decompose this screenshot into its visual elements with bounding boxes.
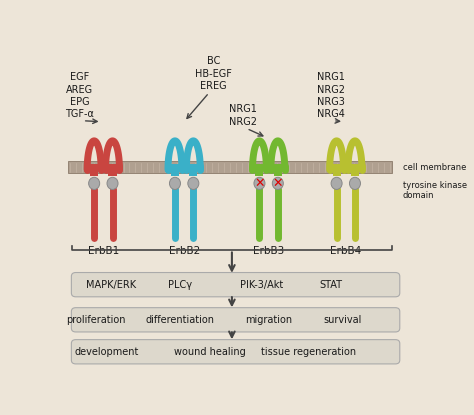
Text: ErbB4: ErbB4 — [330, 247, 361, 256]
Ellipse shape — [89, 177, 100, 189]
Text: MAPK/ERK: MAPK/ERK — [86, 280, 136, 290]
Bar — [351, 164, 359, 176]
Bar — [90, 164, 98, 176]
Text: survival: survival — [323, 315, 361, 325]
Text: BC
HB-EGF
EREG: BC HB-EGF EREG — [195, 56, 232, 91]
Text: EGF
AREG
EPG
TGF-α: EGF AREG EPG TGF-α — [65, 72, 94, 120]
Ellipse shape — [349, 177, 360, 189]
Bar — [274, 164, 282, 176]
Ellipse shape — [254, 177, 265, 189]
Ellipse shape — [188, 177, 199, 189]
Ellipse shape — [331, 177, 342, 189]
Ellipse shape — [272, 177, 283, 189]
Ellipse shape — [170, 177, 181, 189]
FancyBboxPatch shape — [72, 339, 400, 364]
Text: ErbB1: ErbB1 — [88, 247, 119, 256]
Text: PIK-3/Akt: PIK-3/Akt — [240, 280, 283, 290]
Text: ✕: ✕ — [273, 177, 283, 190]
Bar — [171, 164, 179, 176]
Text: cell membrane: cell membrane — [403, 163, 466, 172]
Text: tissue regeneration: tissue regeneration — [262, 347, 356, 357]
Text: development: development — [75, 347, 139, 357]
Text: PLCγ: PLCγ — [168, 280, 192, 290]
Bar — [333, 164, 341, 176]
Text: wound healing: wound healing — [174, 347, 246, 357]
Text: NRG1
NRG2: NRG1 NRG2 — [229, 104, 257, 127]
Text: proliferation: proliferation — [66, 315, 126, 325]
Text: NRG1
NRG2
NRG3
NRG4: NRG1 NRG2 NRG3 NRG4 — [317, 72, 345, 120]
Bar — [68, 161, 392, 173]
Text: ✕: ✕ — [254, 177, 264, 190]
Text: migration: migration — [245, 315, 292, 325]
Bar — [109, 164, 117, 176]
FancyBboxPatch shape — [72, 273, 400, 297]
Text: ErbB2: ErbB2 — [169, 247, 200, 256]
Bar — [255, 164, 264, 176]
Text: differentiation: differentiation — [146, 315, 215, 325]
Bar — [189, 164, 197, 176]
Text: STAT: STAT — [319, 280, 343, 290]
FancyBboxPatch shape — [72, 308, 400, 332]
Ellipse shape — [107, 177, 118, 189]
Text: ErbB3: ErbB3 — [253, 247, 284, 256]
Text: tyrosine kinase
domain: tyrosine kinase domain — [403, 181, 467, 200]
